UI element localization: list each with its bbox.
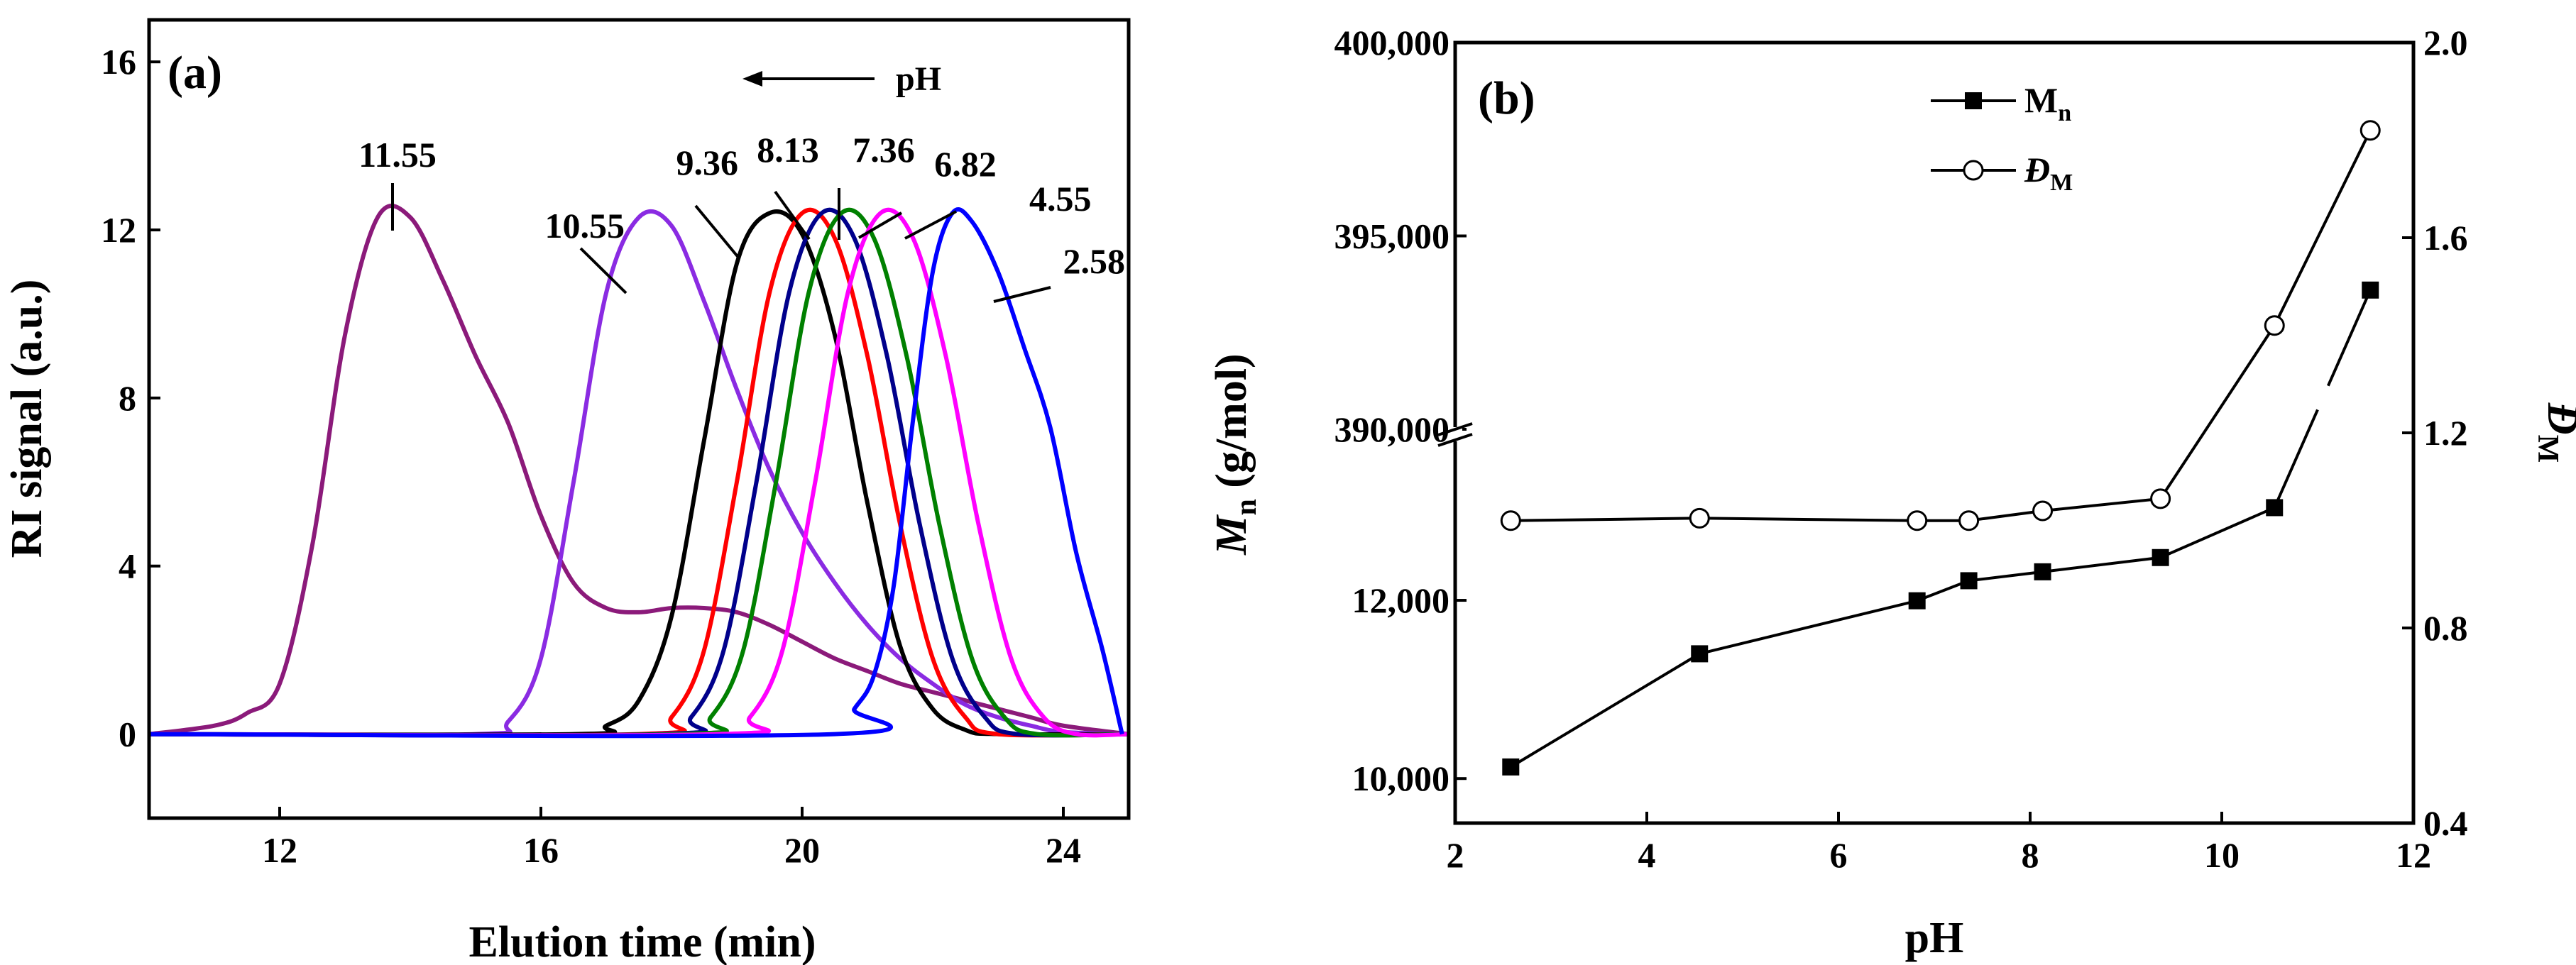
a-xtick-label: 12 bbox=[262, 830, 297, 870]
mn-point bbox=[1908, 592, 1926, 610]
a-ytick-label: 0 bbox=[119, 715, 136, 754]
peak-label-4.55: 4.55 bbox=[1029, 179, 1092, 219]
a-ytick-label: 12 bbox=[101, 210, 136, 250]
peak-leader-line bbox=[993, 286, 1051, 303]
axis-break bbox=[1437, 422, 1473, 447]
b-left-tick-label: 390,000 bbox=[1334, 409, 1450, 449]
b-right-tick-label: 1.6 bbox=[2423, 218, 2468, 258]
mn-point bbox=[2362, 281, 2379, 299]
curve-ph-6.82 bbox=[148, 207, 1129, 738]
b-xtick-label: 2 bbox=[1447, 835, 1464, 875]
b-xtick-label: 10 bbox=[2204, 835, 2240, 875]
legend-dm-label: ĐM bbox=[2024, 150, 2073, 196]
peak-leader-line bbox=[857, 211, 903, 239]
panel-a-curves bbox=[148, 204, 1129, 739]
peak-label-2.58: 2.58 bbox=[1063, 241, 1126, 281]
panel-a-xlabel: Elution time (min) bbox=[468, 918, 816, 965]
curve-ph-10.55 bbox=[148, 209, 1129, 737]
peak-label-10.55: 10.55 bbox=[545, 206, 625, 246]
panel-a-ticks: 12 16 20 24 0 4 8 12 16 bbox=[101, 42, 1081, 870]
panel-b-series bbox=[1500, 120, 2381, 776]
peak-label-7.36: 7.36 bbox=[853, 130, 915, 170]
dm-line bbox=[1511, 129, 2372, 522]
curve-ph-2.58 bbox=[148, 207, 1124, 739]
dm-point bbox=[1907, 510, 1928, 531]
b-right-tick-label: 0.4 bbox=[2423, 803, 2468, 843]
peak-label-9.36: 9.36 bbox=[676, 143, 739, 182]
ph-arrow-head bbox=[742, 71, 762, 87]
legend-dm-marker bbox=[1963, 160, 1984, 181]
legend-mn-label: Mn bbox=[2024, 80, 2071, 126]
peak-label-6.82: 6.82 bbox=[934, 144, 997, 184]
b-xtick-label: 6 bbox=[1830, 835, 1848, 875]
mn-line-segment bbox=[1968, 570, 2043, 583]
panel-a: 12 16 20 24 0 4 8 12 16 11.55 10.55 9.36 8.13 7.36 6.… bbox=[3, 18, 1131, 965]
dm-point bbox=[2264, 315, 2285, 336]
curve-ph-4.55 bbox=[148, 207, 1129, 738]
panel-b-xlabel: pH bbox=[1905, 914, 1964, 962]
a-ytick-label: 4 bbox=[119, 546, 136, 586]
peak-leader-line bbox=[694, 204, 741, 260]
dm-point bbox=[1689, 507, 1710, 529]
a-xtick-label: 16 bbox=[523, 830, 559, 870]
dm-point bbox=[1500, 510, 1521, 531]
b-xtick-label: 12 bbox=[2396, 835, 2431, 875]
mn-point bbox=[2152, 548, 2169, 566]
a-xtick-label: 24 bbox=[1046, 830, 1081, 870]
panel-a-label: (a) bbox=[168, 47, 222, 99]
b-right-tick-label: 1.2 bbox=[2423, 413, 2468, 453]
mn-line-segment bbox=[1699, 599, 1918, 656]
peak-label-11.55: 11.55 bbox=[358, 135, 437, 175]
panel-b-left-ylabel: Mn (g/mol) bbox=[1207, 353, 1263, 555]
curve-ph-9.36 bbox=[148, 209, 1129, 737]
dm-point bbox=[2032, 500, 2054, 522]
a-ytick-label: 8 bbox=[119, 378, 136, 418]
dm-point bbox=[1958, 510, 1980, 531]
panel-b-legend: Mn ĐM bbox=[1931, 80, 2073, 196]
mn-line-segment bbox=[2327, 289, 2372, 387]
mn-line-segment bbox=[2273, 409, 2319, 509]
peak-leader-line bbox=[579, 247, 627, 294]
a-xtick-label: 20 bbox=[784, 830, 820, 870]
legend-mn-marker bbox=[1965, 92, 1982, 109]
dm-point bbox=[2150, 488, 2171, 509]
panel-b-ticks: 2 4 6 8 10 12 400,000 395,000 390,000 12,000 10,00… bbox=[1334, 23, 2468, 875]
panel-b-right-ylabel: ĐM bbox=[2531, 402, 2576, 463]
b-left-tick-label: 395,000 bbox=[1334, 216, 1450, 256]
mn-point bbox=[1960, 572, 1978, 590]
mn-point bbox=[2266, 499, 2284, 517]
peak-leader-line bbox=[904, 210, 957, 240]
mn-line-segment bbox=[1916, 579, 1970, 602]
panel-b-frame bbox=[1453, 40, 2416, 825]
b-xtick-label: 4 bbox=[1638, 835, 1656, 875]
b-left-tick-label: 10,000 bbox=[1352, 759, 1450, 798]
b-right-tick-label: 2.0 bbox=[2423, 23, 2468, 62]
peak-label-8.13: 8.13 bbox=[757, 130, 819, 170]
b-left-tick-label: 400,000 bbox=[1334, 23, 1450, 62]
mn-line-segment bbox=[2159, 506, 2276, 559]
panel-a-peak-labels: 11.55 10.55 9.36 8.13 7.36 6.82 4.55 2.58 bbox=[358, 130, 1126, 303]
b-xtick-label: 8 bbox=[2022, 835, 2039, 875]
ph-arrow-label: pH bbox=[896, 60, 941, 98]
b-right-tick-label: 0.8 bbox=[2423, 608, 2468, 648]
mn-point bbox=[2034, 563, 2051, 580]
peak-leader-line bbox=[774, 190, 811, 241]
panel-a-ylabel: RI signal (a.u.) bbox=[3, 280, 51, 558]
dm-point bbox=[2359, 120, 2381, 141]
mn-point bbox=[1502, 758, 1520, 776]
mn-point bbox=[1691, 645, 1709, 663]
b-left-tick-label: 12,000 bbox=[1352, 580, 1450, 620]
curve-ph-11.55 bbox=[148, 204, 1129, 737]
panel-b-label: (b) bbox=[1478, 72, 1535, 124]
panel-b: 2 4 6 8 10 12 400,000 395,000 390,000 12,000 10,00… bbox=[1207, 23, 2576, 962]
panel-a-frame bbox=[147, 18, 1131, 820]
mn-line-segment bbox=[1510, 652, 1701, 768]
a-ytick-label: 16 bbox=[101, 42, 136, 82]
curve-ph-8.13 bbox=[148, 207, 1129, 738]
curve-ph-7.36 bbox=[148, 207, 1129, 738]
mn-line-segment bbox=[2042, 556, 2161, 573]
